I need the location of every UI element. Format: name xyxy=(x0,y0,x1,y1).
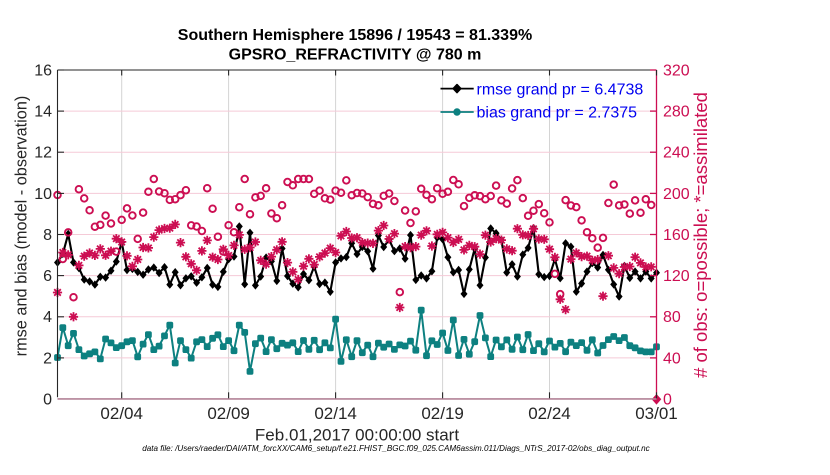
svg-text:12: 12 xyxy=(34,145,52,162)
svg-text:0: 0 xyxy=(43,391,52,408)
svg-text:02/04: 02/04 xyxy=(100,404,143,423)
svg-text:6: 6 xyxy=(43,268,52,285)
svg-text:10: 10 xyxy=(34,186,52,203)
svg-text:02/24: 02/24 xyxy=(528,404,571,423)
svg-text:02/19: 02/19 xyxy=(421,404,464,423)
svg-text:320: 320 xyxy=(663,62,690,79)
svg-text:02/09: 02/09 xyxy=(207,404,250,423)
svg-text:03/01: 03/01 xyxy=(635,404,678,423)
svg-text:data file: /Users/raeder/DAI/A: data file: /Users/raeder/DAI/ATM_forcXX/… xyxy=(142,444,649,453)
svg-text:14: 14 xyxy=(34,104,52,121)
svg-text:80: 80 xyxy=(663,309,681,326)
svg-text:200: 200 xyxy=(663,186,690,203)
svg-text:16: 16 xyxy=(34,62,52,79)
svg-text:rmse and bias (model - observa: rmse and bias (model - observation) xyxy=(13,96,31,357)
svg-text:# of obs: o=possible; *=assimi: # of obs: o=possible; *=assimilated xyxy=(690,92,711,378)
svg-text:rmse grand pr = 6.4738: rmse grand pr = 6.4738 xyxy=(477,81,644,98)
svg-text:GPSRO_REFRACTIVITY @ 780 m: GPSRO_REFRACTIVITY @ 780 m xyxy=(229,47,482,64)
svg-text:40: 40 xyxy=(663,350,681,367)
svg-text:Southern Hemisphere 15896 / 19: Southern Hemisphere 15896 / 19543 = 81.3… xyxy=(178,27,532,44)
svg-text:0: 0 xyxy=(663,391,672,408)
svg-text:240: 240 xyxy=(663,145,690,162)
svg-text:160: 160 xyxy=(663,227,690,244)
svg-text:bias grand pr = 2.7375: bias grand pr = 2.7375 xyxy=(477,105,638,122)
svg-text:120: 120 xyxy=(663,268,690,285)
svg-text:Feb.01,2017 00:00:00 start: Feb.01,2017 00:00:00 start xyxy=(255,426,459,445)
svg-text:2: 2 xyxy=(43,350,52,367)
svg-text:8: 8 xyxy=(43,227,52,244)
svg-text:280: 280 xyxy=(663,104,690,121)
svg-text:4: 4 xyxy=(43,309,52,326)
svg-text:02/14: 02/14 xyxy=(314,404,357,423)
